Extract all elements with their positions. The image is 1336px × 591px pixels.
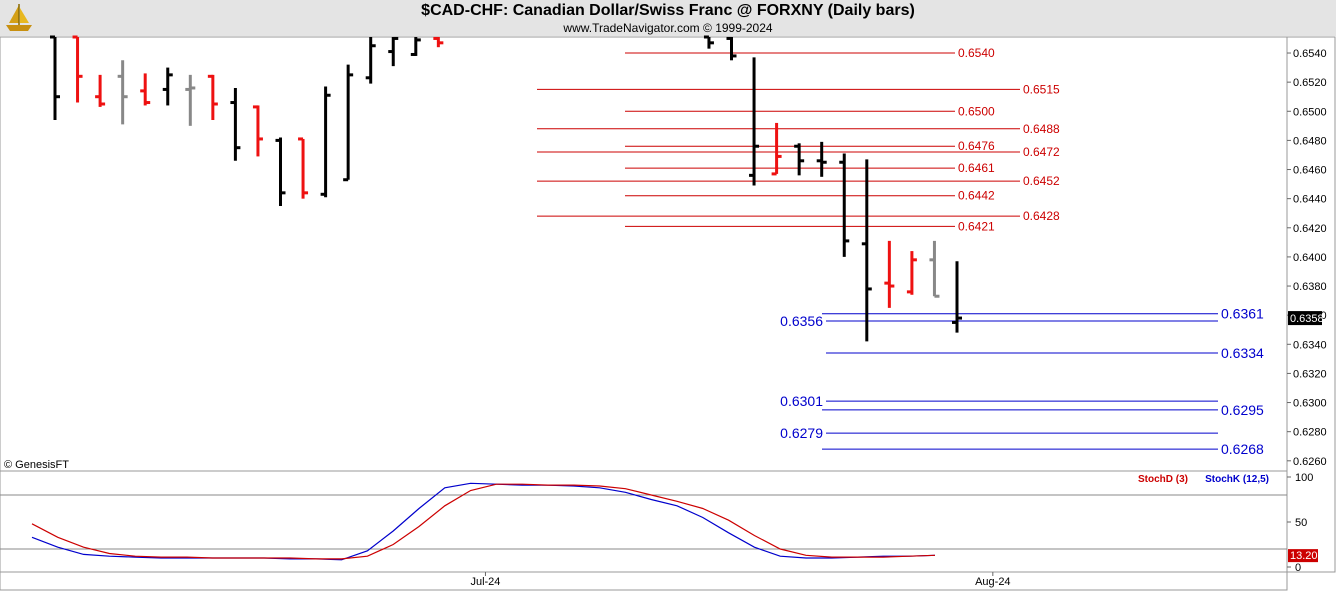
legend-stochk: StochK (12,5): [1205, 474, 1269, 485]
resistance-label: 0.6428: [1023, 209, 1060, 223]
resistance-label: 0.6488: [1023, 122, 1060, 136]
ohlc-bar: [388, 36, 399, 67]
price-axis-label: 0.6420: [1293, 223, 1327, 235]
price-pane-border: [0, 36, 1288, 472]
price-axis-label: 0.6520: [1293, 77, 1327, 89]
price-axis-label: 0.6280: [1293, 427, 1327, 439]
resistance-label: 0.6540: [958, 46, 995, 60]
price-axis-label: 0.6340: [1293, 339, 1327, 351]
ohlc-bar: [703, 35, 714, 49]
chart-header: $CAD-CHF: Canadian Dollar/Swiss Franc @ …: [0, 0, 1336, 36]
resistance-label: 0.6442: [958, 189, 995, 203]
ohlc-bar: [952, 261, 962, 333]
ohlc-bar: [861, 159, 872, 342]
price-axis-label: 0.6300: [1293, 398, 1327, 410]
ohlc-bar: [839, 153, 850, 257]
ohlc-bar: [884, 240, 895, 308]
price-axis-label: 0.6480: [1293, 135, 1327, 147]
price-axis-label: 0.6540: [1293, 48, 1327, 60]
price-axis-label: 0.6320: [1293, 368, 1327, 380]
legend-stochd: StochD (3): [1138, 474, 1188, 485]
resistance-label: 0.6452: [1023, 174, 1060, 188]
resistance-label: 0.6461: [958, 161, 995, 175]
stochastic-series-line: [31, 483, 936, 560]
price-axis-label: 0.6260: [1293, 456, 1327, 468]
resistance-label: 0.6421: [958, 219, 995, 233]
ohlc-bar: [162, 67, 173, 106]
stochastic-series-line: [31, 482, 936, 561]
chart-subtitle: www.TradeNavigator.com © 1999-2024: [563, 21, 773, 35]
ohlc-bar: [185, 74, 196, 126]
gold-ship-icon: [6, 4, 32, 31]
ohlc-bar: [275, 137, 286, 206]
support-label: 0.6279: [780, 425, 823, 441]
support-label: 0.6356: [780, 313, 823, 329]
support-label: 0.6301: [780, 393, 823, 409]
x-axis-label: Jul-24: [470, 576, 500, 588]
price-axis-label: 0.6460: [1293, 165, 1327, 177]
ohlc-bar: [433, 36, 444, 48]
ohlc-bar: [410, 37, 421, 56]
ohlc-bar: [794, 143, 805, 176]
stochastic-last-box: [1288, 549, 1318, 563]
copyright-label: © GenesisFT: [4, 459, 69, 471]
ohlc-bar: [726, 36, 737, 61]
price-axis-border: [1286, 36, 1336, 573]
ohlc-bar: [230, 87, 241, 161]
resistance-label: 0.6515: [1023, 82, 1060, 96]
price-axis-label: 0.6400: [1293, 252, 1327, 264]
ohlc-bar: [365, 37, 376, 84]
ohlc-bar: [95, 74, 106, 107]
ohlc-bar: [207, 74, 218, 121]
support-label: 0.6268: [1221, 441, 1264, 457]
last-price-label: 0.6358: [1290, 313, 1324, 325]
ohlc-bar: [117, 60, 128, 125]
price-axis-label: 0.6440: [1293, 194, 1327, 206]
ohlc-bar: [816, 141, 827, 177]
support-label: 0.6295: [1221, 402, 1264, 418]
stochastic-axis-label: 50: [1295, 517, 1307, 529]
ohlc-bar: [298, 137, 309, 199]
price-axis-label: 0.6380: [1293, 281, 1327, 293]
stochastic-last-label: 13.20: [1290, 550, 1318, 562]
support-label: 0.6361: [1221, 306, 1264, 322]
chart-title: $CAD-CHF: Canadian Dollar/Swiss Franc @ …: [421, 2, 915, 19]
x-axis-border: [0, 571, 1288, 591]
ohlc-bar: [929, 240, 940, 298]
ohlc-bar: [320, 86, 331, 198]
ohlc-bar: [252, 105, 263, 157]
ohlc-bar: [343, 64, 354, 182]
price-axis-label: 0.6500: [1293, 106, 1327, 118]
resistance-label: 0.6500: [958, 104, 995, 118]
stochastic-axis-label: 100: [1295, 472, 1313, 484]
support-label: 0.6334: [1221, 345, 1264, 361]
ohlc-bar: [771, 122, 782, 176]
ohlc-bar: [72, 35, 83, 103]
ohlc-bar: [749, 57, 760, 186]
stochastic-axis-label: 0: [1295, 562, 1301, 574]
resistance-label: 0.6476: [958, 139, 995, 153]
ohlc-bar: [140, 73, 151, 106]
resistance-label: 0.6472: [1023, 145, 1060, 159]
x-axis-label: Aug-24: [975, 576, 1010, 588]
ohlc-bar: [906, 251, 917, 295]
last-price-box: [1288, 311, 1322, 326]
ohlc-bar: [50, 35, 60, 121]
